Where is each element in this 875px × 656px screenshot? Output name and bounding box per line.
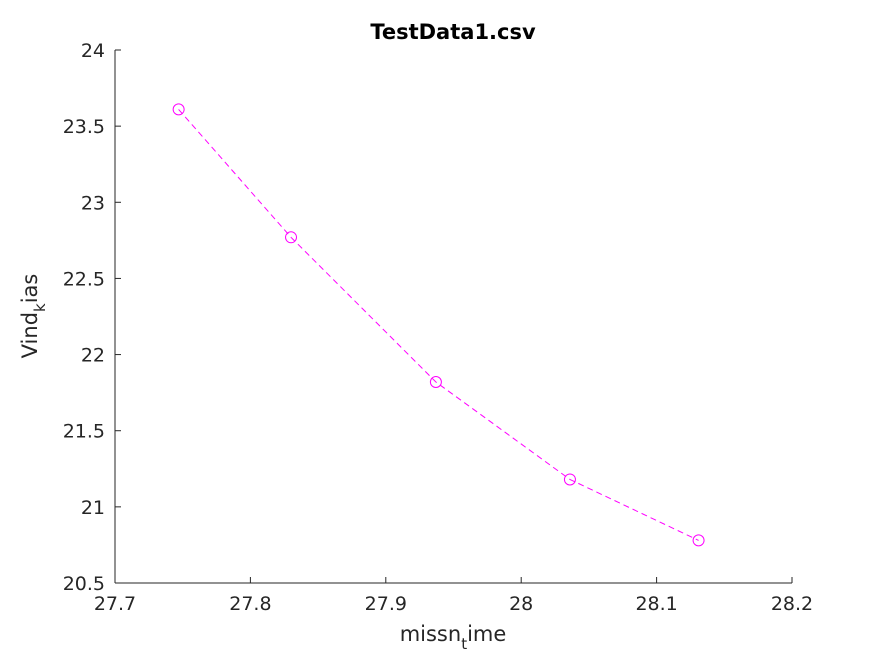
- x-tick-label: 27.9: [365, 593, 407, 615]
- data-point-marker: [563, 473, 576, 486]
- data-point-marker: [285, 231, 298, 244]
- axes: 27.7 27.8 27.9 28 28.1 28.2 20.5 21 21.5 22 22.5 23…: [63, 40, 813, 615]
- y-tick-label: 22.5: [63, 268, 105, 290]
- series-line: [178, 109, 699, 541]
- x-tick-label: 28.2: [771, 593, 813, 615]
- chart-title: TestData1.csv: [370, 20, 536, 44]
- data-point-marker: [692, 534, 705, 547]
- y-tick-label: 20.5: [63, 573, 105, 595]
- data-point-marker: [172, 103, 185, 116]
- y-tick-label: 21: [81, 497, 105, 519]
- y-tick-label: 23.5: [63, 116, 105, 138]
- data-point-marker: [429, 375, 442, 388]
- y-tick-label: 22: [81, 345, 105, 367]
- y-tick-label: 23: [81, 192, 105, 214]
- y-tick-label: 21.5: [63, 421, 105, 443]
- y-tick-label: 24: [81, 40, 105, 62]
- x-axis-label: missntime: [400, 622, 507, 653]
- plot-series: [172, 103, 705, 547]
- x-tick-label: 27.7: [94, 593, 136, 615]
- x-tick-label: 28: [509, 593, 533, 615]
- x-tick-label: 28.1: [635, 593, 677, 615]
- x-tick-label: 27.8: [229, 593, 271, 615]
- y-axis-label: Vindkias: [18, 274, 49, 359]
